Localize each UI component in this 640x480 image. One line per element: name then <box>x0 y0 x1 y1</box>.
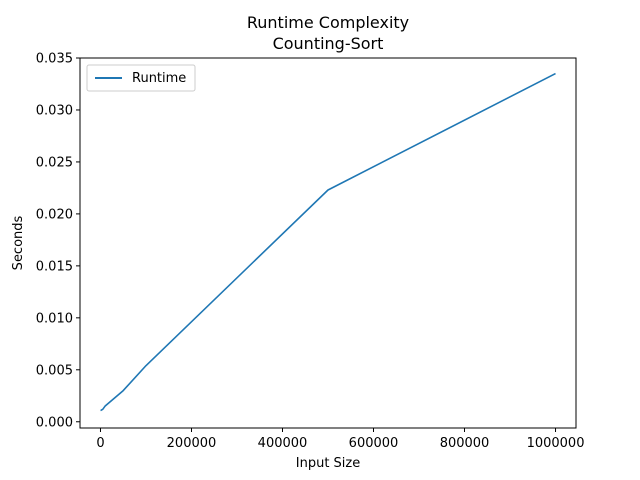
y-tick-label: 0.015 <box>36 259 73 274</box>
y-tick-label: 0.020 <box>36 207 73 222</box>
x-axis: 0 200000 400000 600000 800000 1000000 <box>96 428 584 451</box>
x-axis-label: Input Size <box>296 456 360 471</box>
y-tick-label: 0.025 <box>36 155 73 170</box>
series-layer <box>100 72 556 412</box>
x-tick-label: 1000000 <box>527 436 585 451</box>
plot-area-frame <box>79 57 577 429</box>
legend-label-runtime: Runtime <box>132 71 186 86</box>
y-tick-label: 0.010 <box>36 311 73 326</box>
chart-title: Runtime Complexity <box>247 13 409 32</box>
y-tick-label: 0.000 <box>36 415 73 430</box>
y-tick-label: 0.035 <box>36 52 73 67</box>
x-tick-label: 800000 <box>440 436 490 451</box>
x-tick-label: 600000 <box>349 436 399 451</box>
x-tick-label: 400000 <box>258 436 308 451</box>
y-tick-label: 0.030 <box>36 103 73 118</box>
x-tick-label: 0 <box>96 436 104 451</box>
legend-box <box>86 64 196 92</box>
y-axis-label: Seconds <box>11 215 26 270</box>
y-tick-label: 0.005 <box>36 363 73 378</box>
y-axis: 0.000 0.005 0.010 0.015 0.020 0.025 0.030 0.035 <box>36 52 80 430</box>
legend: Runtime <box>86 64 196 92</box>
x-tick-label: 200000 <box>167 436 217 451</box>
chart-subtitle: Counting-Sort <box>273 34 384 53</box>
series-line-runtime <box>100 72 556 412</box>
